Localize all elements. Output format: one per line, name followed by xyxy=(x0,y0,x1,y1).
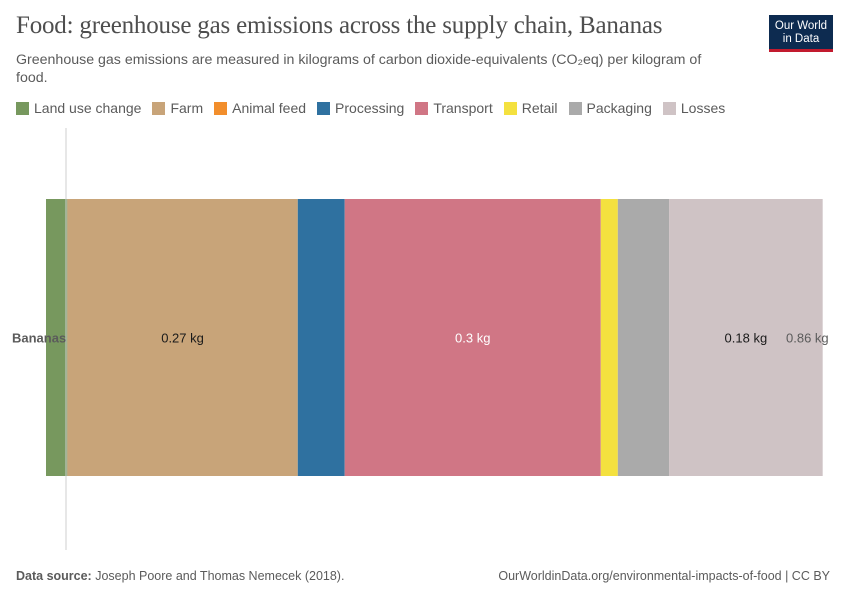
data-label-farm: 0.27 kg xyxy=(161,331,204,346)
bar-segment-transport[interactable] xyxy=(344,199,601,476)
legend-swatch xyxy=(662,101,676,115)
legend-swatch xyxy=(568,101,582,115)
legend-item-transport[interactable]: Transport xyxy=(415,100,493,116)
legend-label: Processing xyxy=(335,100,405,116)
legend-label: Animal feed xyxy=(232,100,307,116)
legend-label: Transport xyxy=(433,100,493,116)
bar-segment-land-use-change[interactable] xyxy=(46,199,68,476)
legend-item-retail[interactable]: Retail xyxy=(503,100,558,116)
total-label: 0.86 kg xyxy=(786,331,829,346)
legend: Land use change Farm Animal feed Processing… xyxy=(16,100,736,116)
bar-segment-processing[interactable] xyxy=(297,199,345,476)
legend-swatch xyxy=(415,101,429,115)
legend-swatch xyxy=(317,101,331,115)
legend-item-processing[interactable]: Processing xyxy=(317,100,404,116)
legend-item-farm[interactable]: Farm xyxy=(152,100,203,116)
chart-subtitle: Greenhouse gas emissions are measured in… xyxy=(16,52,702,86)
legend-item-animal-feed[interactable]: Animal feed xyxy=(214,100,306,116)
bar-segment-losses[interactable] xyxy=(669,199,823,476)
logo-line-1: Our World xyxy=(774,20,828,32)
legend-label: Retail xyxy=(521,100,558,116)
legend-label: Farm xyxy=(170,100,204,116)
data-source-text: Joseph Poore and Thomas Nemecek (2018). xyxy=(95,569,345,583)
bar-segment-farm[interactable] xyxy=(67,199,298,476)
legend-label: Land use change xyxy=(34,100,142,116)
bar-segment-packaging[interactable] xyxy=(617,199,670,476)
legend-label: Losses xyxy=(680,100,726,116)
legend-swatch xyxy=(16,101,29,115)
credit-link[interactable]: OurWorldinData.org/environmental-impacts… xyxy=(498,569,830,583)
data-source-label: Data source: xyxy=(16,569,92,583)
legend-swatch xyxy=(152,101,166,115)
legend-item-land-use-change[interactable]: Land use change xyxy=(16,100,141,116)
legend-item-packaging[interactable]: Packaging xyxy=(568,100,652,116)
legend-item-losses[interactable]: Losses xyxy=(662,100,726,116)
data-source: Data source: Joseph Poore and Thomas Nem… xyxy=(16,569,344,583)
data-label-losses: 0.18 kg xyxy=(725,331,768,346)
data-label-transport: 0.3 kg xyxy=(455,331,490,346)
logo-line-2: in Data xyxy=(782,32,820,45)
owid-logo[interactable]: Our World in Data xyxy=(769,15,833,52)
bar-segment-retail[interactable] xyxy=(600,199,618,476)
legend-swatch xyxy=(214,101,228,115)
legend-label: Packaging xyxy=(586,100,652,116)
legend-swatch xyxy=(503,101,517,115)
category-label: Bananas xyxy=(12,331,66,346)
chart-title: Food: greenhouse gas emissions across th… xyxy=(16,12,663,39)
